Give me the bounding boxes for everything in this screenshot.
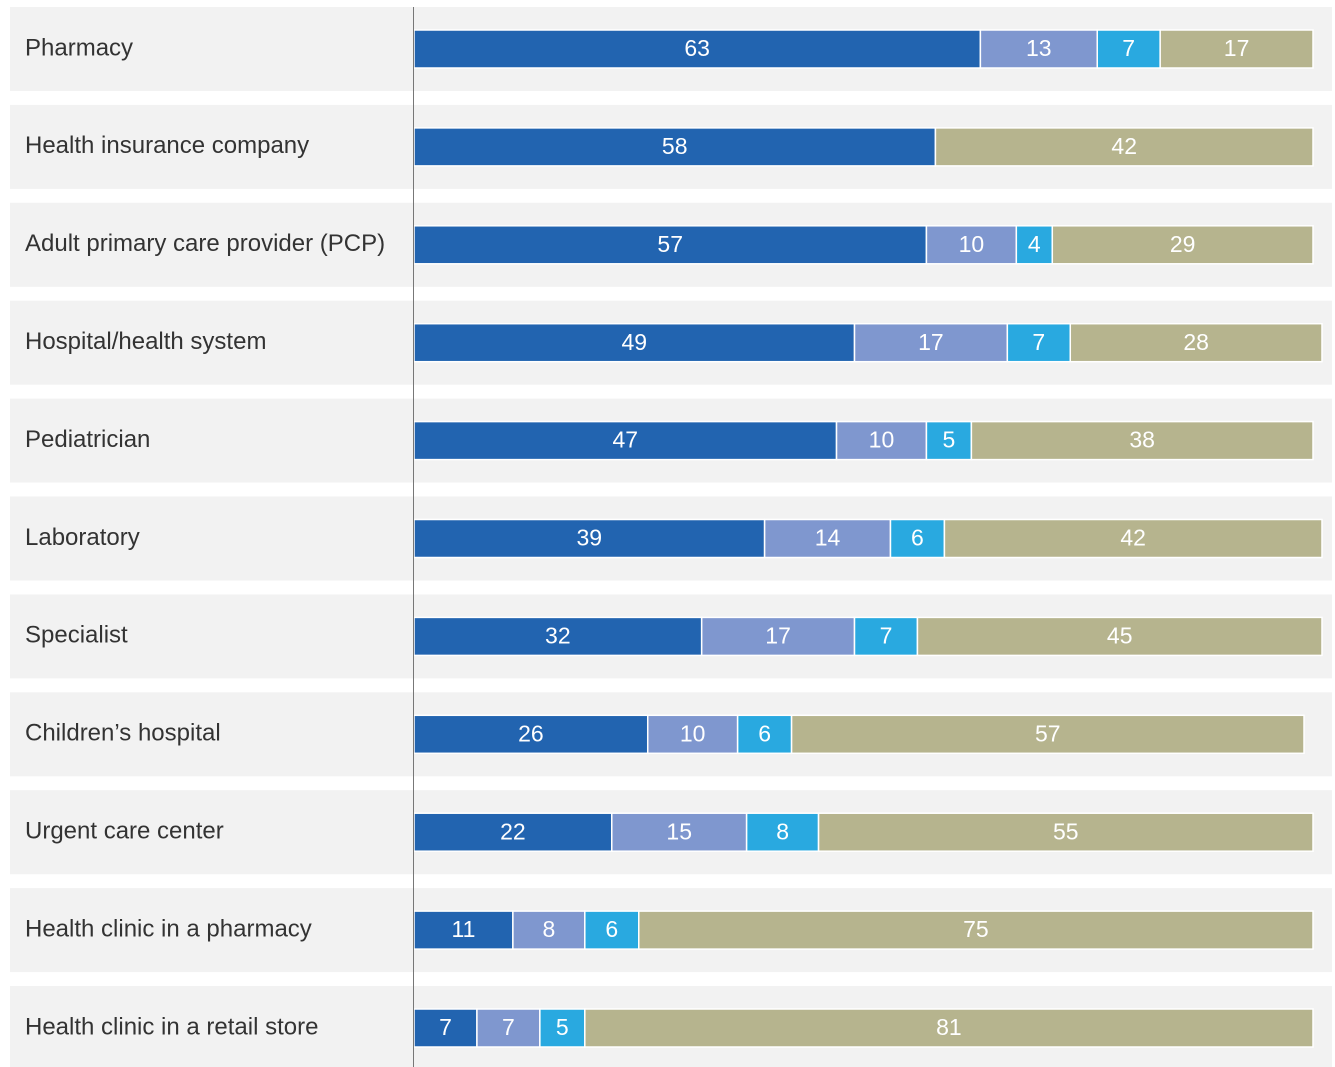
value-label: 39 bbox=[577, 525, 603, 551]
value-label: 5 bbox=[556, 1014, 569, 1040]
category-label: Health clinic in a pharmacy bbox=[25, 915, 312, 942]
value-label: 63 bbox=[684, 35, 710, 61]
value-label: 15 bbox=[666, 818, 692, 844]
value-label: 7 bbox=[880, 622, 893, 648]
value-label: 42 bbox=[1111, 133, 1137, 159]
bar-segment bbox=[413, 127, 937, 167]
bar-segment bbox=[413, 1008, 478, 1048]
bar-segment bbox=[1015, 225, 1054, 265]
bar-segment bbox=[413, 910, 514, 950]
value-label: 10 bbox=[680, 720, 706, 746]
bar-segment bbox=[413, 518, 766, 559]
bar-segment bbox=[853, 616, 919, 657]
category-label: Specialist bbox=[25, 622, 128, 649]
value-label: 11 bbox=[451, 916, 475, 942]
value-label: 28 bbox=[1183, 329, 1209, 355]
bar-segment bbox=[889, 518, 946, 559]
value-label: 4 bbox=[1028, 231, 1041, 257]
value-label: 58 bbox=[662, 133, 688, 159]
value-label: 6 bbox=[758, 720, 771, 746]
value-label: 10 bbox=[869, 427, 895, 453]
bar-segment bbox=[916, 616, 1323, 657]
value-label: 32 bbox=[545, 622, 571, 648]
bar-segment bbox=[1096, 29, 1161, 69]
bar-segment bbox=[1051, 225, 1314, 265]
category-label: Hospital/health system bbox=[25, 328, 266, 355]
value-label: 22 bbox=[500, 818, 526, 844]
bar-segment bbox=[638, 910, 1314, 950]
value-label: 10 bbox=[959, 231, 985, 257]
value-label: 42 bbox=[1120, 525, 1146, 551]
category-label: Laboratory bbox=[25, 524, 140, 551]
category-label: Children’s hospital bbox=[25, 720, 221, 747]
bar-segment bbox=[413, 420, 838, 461]
value-label: 29 bbox=[1170, 231, 1196, 257]
value-label: 47 bbox=[612, 427, 638, 453]
category-label: Pharmacy bbox=[25, 34, 133, 61]
category-label: Urgent care center bbox=[25, 818, 224, 845]
bar-segment bbox=[413, 714, 649, 755]
value-label: 26 bbox=[518, 720, 544, 746]
value-label: 7 bbox=[1122, 35, 1135, 61]
bar-segment bbox=[763, 518, 892, 559]
category-label: Health clinic in a retail store bbox=[25, 1013, 318, 1040]
category-label: Health insurance company bbox=[25, 132, 309, 159]
value-label: 57 bbox=[1035, 720, 1061, 746]
value-label: 8 bbox=[776, 818, 789, 844]
bar-segment bbox=[979, 29, 1098, 69]
value-label: 8 bbox=[542, 916, 555, 942]
value-label: 7 bbox=[502, 1014, 515, 1040]
bar-segment bbox=[736, 714, 793, 755]
bar-segment bbox=[584, 1008, 1314, 1048]
value-label: 17 bbox=[765, 622, 791, 648]
bar-segment bbox=[512, 910, 586, 950]
bar-segment bbox=[413, 812, 613, 852]
bar-segment bbox=[646, 714, 739, 755]
bar-segment bbox=[413, 29, 982, 69]
bar-segment bbox=[790, 714, 1305, 755]
value-label: 49 bbox=[621, 329, 647, 355]
category-label: Pediatrician bbox=[25, 426, 150, 453]
bar-segment bbox=[413, 322, 856, 363]
value-label: 13 bbox=[1026, 35, 1052, 61]
value-label: 38 bbox=[1129, 427, 1155, 453]
value-label: 81 bbox=[936, 1014, 962, 1040]
value-label: 7 bbox=[439, 1014, 452, 1040]
bar-segment bbox=[700, 616, 856, 657]
bar-segment bbox=[611, 812, 748, 852]
bar-segment bbox=[413, 225, 928, 265]
value-label: 7 bbox=[1032, 329, 1045, 355]
bar-segment bbox=[817, 812, 1314, 852]
value-label: 5 bbox=[943, 427, 956, 453]
bar-segment bbox=[539, 1008, 586, 1048]
value-label: 6 bbox=[911, 525, 924, 551]
value-label: 75 bbox=[963, 916, 989, 942]
bar-segment bbox=[1159, 29, 1314, 69]
bar-segment bbox=[943, 518, 1323, 559]
value-label: 45 bbox=[1107, 622, 1133, 648]
value-label: 17 bbox=[1224, 35, 1250, 61]
value-label: 14 bbox=[815, 525, 841, 551]
bar-segment bbox=[1069, 322, 1323, 363]
bar-segment bbox=[970, 420, 1314, 461]
value-label: 17 bbox=[918, 329, 944, 355]
value-label: 57 bbox=[657, 231, 683, 257]
bar-segment bbox=[925, 420, 973, 461]
value-label: 55 bbox=[1053, 818, 1079, 844]
bar-segment bbox=[584, 910, 640, 950]
bar-segment bbox=[934, 127, 1314, 167]
value-label: 6 bbox=[605, 916, 618, 942]
category-label: Adult primary care provider (PCP) bbox=[25, 230, 385, 257]
bar-segment bbox=[1006, 322, 1072, 363]
